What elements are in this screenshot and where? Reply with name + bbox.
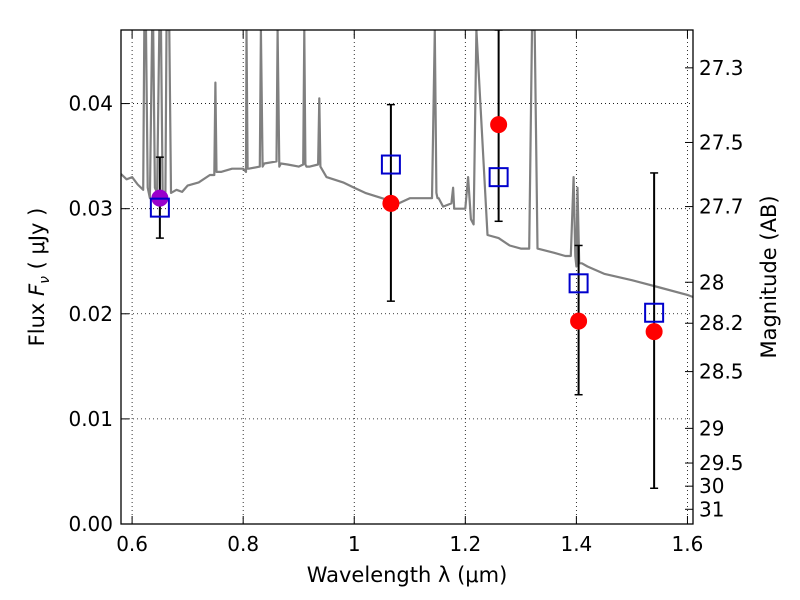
observed-point xyxy=(490,116,508,134)
model-photometry-square xyxy=(644,302,665,323)
right-tick-label: 27.3 xyxy=(699,56,744,80)
model-spectrum-line xyxy=(121,30,693,299)
model-photometry-square xyxy=(488,167,509,188)
right-tick-label: 29.5 xyxy=(699,451,744,475)
right-tick-label: 31 xyxy=(699,497,724,521)
observed-point xyxy=(382,194,400,212)
y-axis-label-prefix: Flux xyxy=(25,296,49,346)
plot-frame xyxy=(120,29,694,525)
model-photometry-square xyxy=(149,197,170,218)
y-tick-label: 0.02 xyxy=(68,302,113,326)
y-axis-label: Flux Fν ( μJy ) xyxy=(25,208,53,347)
observed-point xyxy=(645,323,663,341)
model-photometry-square xyxy=(568,273,589,294)
right-tick-label: 28 xyxy=(699,270,724,294)
y-axis-label-subscript: ν xyxy=(37,276,53,284)
x-tick-label: 1.4 xyxy=(560,532,592,556)
y-axis-label-units: ( μJy ) xyxy=(25,208,49,276)
x-tick-label: 1.6 xyxy=(672,532,704,556)
x-tick-label: 1.2 xyxy=(449,532,481,556)
right-tick-label: 28.5 xyxy=(699,360,744,384)
y-tick-label: 0.00 xyxy=(68,512,113,536)
right-tick-label: 29 xyxy=(699,416,724,440)
right-axis-label: Magnitude (AB) xyxy=(757,195,781,358)
y-tick-label: 0.04 xyxy=(68,92,113,116)
y-tick-label: 0.01 xyxy=(68,407,113,431)
right-tick-label: 27.7 xyxy=(699,195,744,219)
observed-point xyxy=(570,312,588,330)
x-tick-label: 0.6 xyxy=(116,532,148,556)
y-tick-label: 0.03 xyxy=(68,197,113,221)
x-tick-label: 1 xyxy=(348,532,361,556)
plot-area xyxy=(121,30,693,490)
axis-ticks: 0.6 0.8 1 1.2 1.4 1.6 0.00 0.01 0.02 0.03 0.04 27.3… xyxy=(68,30,744,556)
y-axis-label-symbol: F xyxy=(25,283,49,296)
grid xyxy=(121,30,693,525)
right-tick-label: 30 xyxy=(699,474,724,498)
right-tick-label: 27.5 xyxy=(699,130,744,154)
x-tick-label: 0.8 xyxy=(227,532,259,556)
x-axis-label: Wavelength λ (μm) xyxy=(307,563,508,587)
model-photometry-square xyxy=(380,154,401,175)
right-tick-label: 28.2 xyxy=(699,311,744,335)
